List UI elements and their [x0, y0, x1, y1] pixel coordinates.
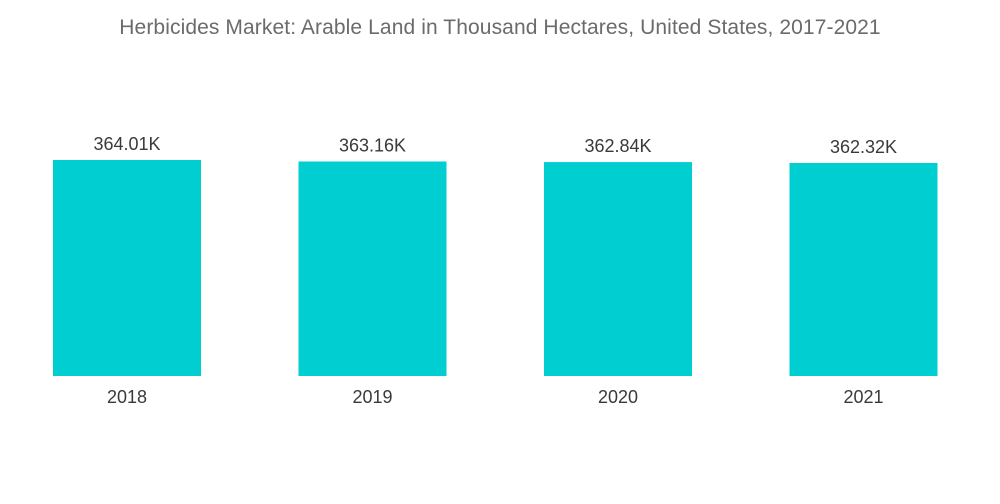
- value-label-2019: 363.16K: [339, 136, 406, 156]
- category-label-2018: 2018: [107, 387, 147, 407]
- category-label-2020: 2020: [598, 387, 638, 407]
- value-label-2020: 362.84K: [584, 136, 651, 156]
- category-label-2019: 2019: [352, 387, 392, 407]
- category-label-2021: 2021: [843, 387, 883, 407]
- bar-2019: [298, 161, 447, 376]
- bar-2018: [53, 160, 201, 376]
- value-label-2021: 362.32K: [830, 137, 897, 157]
- bar-2021: [789, 163, 938, 376]
- bar-2020: [544, 162, 692, 376]
- chart-title: Herbicides Market: Arable Land in Thousa…: [119, 16, 881, 39]
- value-label-2018: 364.01K: [93, 134, 160, 154]
